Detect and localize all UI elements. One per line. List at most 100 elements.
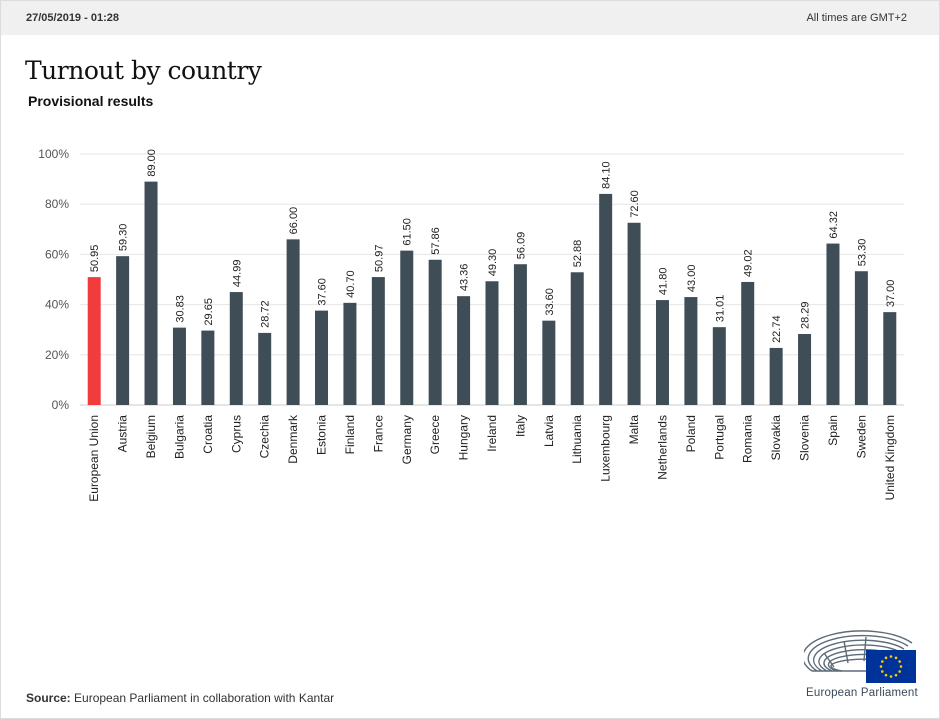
data-label: 49.02	[743, 249, 755, 277]
eu-star	[894, 656, 898, 660]
eu-star	[889, 675, 893, 678]
data-label: 31.01	[714, 295, 726, 323]
eu-star	[899, 665, 903, 668]
data-label: 40.70	[345, 270, 357, 298]
bar	[371, 277, 385, 405]
eu-star	[889, 655, 893, 658]
x-tick-label: Bulgaria	[172, 415, 186, 459]
eu-star	[881, 670, 884, 673]
bar	[144, 181, 158, 405]
data-label: 84.10	[601, 161, 613, 189]
bar	[343, 302, 357, 405]
bar	[315, 310, 329, 405]
data-label: 43.36	[459, 264, 471, 292]
x-tick-label: Latvia	[542, 415, 556, 447]
x-tick-label: Ireland	[485, 415, 499, 452]
eu-star	[898, 660, 901, 663]
x-tick-label: Portugal	[712, 415, 726, 460]
eu-stars	[879, 655, 903, 678]
x-tick-label: United Kingdom	[883, 415, 897, 500]
bar	[570, 272, 584, 405]
x-tick-label: European Union	[87, 415, 101, 502]
eu-star	[879, 665, 883, 668]
eu-star	[884, 656, 888, 660]
bar	[201, 330, 215, 405]
x-tick-label: Denmark	[286, 414, 300, 464]
timezone-note: All times are GMT+2	[806, 12, 907, 24]
eu-star	[894, 673, 898, 677]
data-label: 64.32	[828, 211, 840, 239]
bar	[854, 271, 868, 405]
x-tick-label: Finland	[343, 415, 357, 454]
bar	[655, 300, 669, 405]
y-tick-label: 100%	[38, 147, 69, 161]
x-tick-label: Slovenia	[798, 415, 812, 461]
bar	[229, 292, 243, 405]
eu-flag-icon	[866, 650, 916, 683]
eu-star	[884, 673, 888, 677]
bar	[826, 243, 840, 405]
bar	[741, 281, 755, 405]
bar	[485, 281, 499, 405]
x-tick-label: Romania	[741, 415, 755, 463]
european-parliament-logo	[804, 630, 916, 683]
x-tick-label: Spain	[826, 415, 840, 446]
x-tick-label: Austria	[116, 415, 130, 453]
x-tick-label: Sweden	[854, 415, 868, 458]
source-note: Source: European Parliament in collabora…	[26, 691, 334, 705]
x-tick-label: Malta	[627, 415, 641, 445]
data-label: 52.88	[572, 240, 584, 268]
bar	[172, 327, 186, 405]
data-label: 29.65	[203, 298, 215, 326]
data-label: 28.29	[800, 301, 812, 329]
bar	[428, 259, 442, 405]
y-tick-label: 80%	[45, 197, 69, 211]
x-tick-label: Lithuania	[570, 415, 584, 464]
data-label: 44.99	[231, 260, 243, 288]
data-label: 28.72	[260, 300, 272, 328]
x-tick-label: Cyprus	[229, 415, 243, 453]
bar	[116, 256, 130, 405]
bar	[769, 347, 783, 405]
bar	[457, 296, 471, 405]
data-label: 22.74	[771, 315, 783, 343]
x-tick-label: Luxembourg	[599, 415, 613, 482]
data-label: 41.80	[657, 268, 669, 296]
x-tick-label: Greece	[428, 415, 442, 455]
y-tick-label: 40%	[45, 298, 69, 312]
x-tick-label: Hungary	[457, 415, 471, 460]
data-label: 66.00	[288, 207, 300, 235]
logo-text: European Parliament	[806, 687, 918, 699]
data-label: 37.00	[885, 280, 897, 308]
data-label: 61.50	[402, 218, 414, 246]
x-tick-label: Estonia	[315, 415, 329, 455]
data-label: 43.00	[686, 265, 698, 293]
chart-subtitle: Provisional results	[28, 93, 154, 109]
y-tick-label: 0%	[52, 398, 70, 412]
data-label: 50.95	[89, 245, 101, 273]
data-label: 50.97	[373, 245, 385, 273]
x-tick-label: Poland	[684, 415, 698, 452]
bar	[286, 239, 300, 405]
data-label: 49.30	[487, 249, 499, 277]
eu-star	[881, 660, 884, 663]
x-tick-label: Italy	[513, 415, 527, 437]
x-tick-label: Belgium	[144, 415, 158, 458]
x-tick-label: Germany	[400, 415, 414, 464]
y-tick-label: 60%	[45, 247, 69, 261]
bar	[542, 320, 556, 405]
data-label: 72.60	[629, 190, 641, 218]
bar	[400, 250, 414, 405]
bar	[513, 264, 527, 405]
source-text: European Parliament in collaboration wit…	[70, 691, 335, 705]
x-tick-label: Netherlands	[655, 415, 669, 480]
chart-title: Turnout by country	[25, 56, 262, 85]
source-label: Source:	[26, 691, 71, 705]
data-label: 53.30	[856, 239, 868, 267]
bar	[258, 332, 272, 405]
data-label: 33.60	[544, 288, 556, 316]
data-label: 37.60	[317, 278, 329, 306]
bar	[599, 193, 613, 405]
x-tick-label: Croatia	[201, 415, 215, 454]
turnout-bar-chart: 0% 20% 40% 60% 80% 100% 50.95 European Union 59.…	[38, 147, 904, 502]
